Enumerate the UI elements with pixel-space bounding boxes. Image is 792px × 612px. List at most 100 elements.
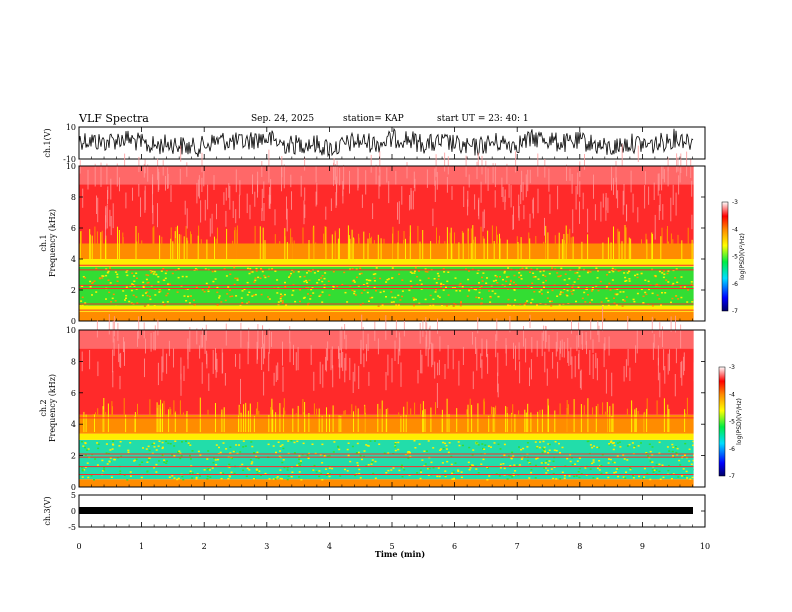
station-label: station= KAP [343, 114, 404, 124]
spectrogram-speckle [674, 446, 677, 448]
spectrogram-speckle [259, 277, 262, 279]
spectrogram-speckle [427, 277, 430, 279]
spectrogram-streak [410, 188, 412, 209]
spectrogram-spike [253, 416, 255, 433]
spectrogram-streak [670, 316, 672, 332]
spectrogram-speckle [158, 460, 160, 462]
spectrogram-speckle [583, 291, 586, 294]
spectrogram-speckle [638, 475, 640, 478]
spectrogram-streak [607, 197, 609, 213]
spectrogram-speckle [552, 477, 555, 480]
spectrogram-speckle [640, 272, 643, 275]
spectrogram-spike [96, 231, 98, 259]
spectrogram-speckle [374, 273, 377, 275]
spectrogram-spike [304, 415, 306, 433]
spectrogram-speckle [667, 464, 670, 467]
spectrogram-speckle [637, 445, 640, 447]
spectrogram-speckle [95, 267, 98, 270]
spectrogram-streak [304, 187, 306, 201]
spectrogram-speckle [590, 290, 593, 292]
spectrogram-speckle [653, 469, 656, 471]
spectrogram-spike [607, 237, 609, 259]
spectrogram-speckle [651, 304, 654, 307]
ch2-spectrogram-ytick-label: 4 [71, 420, 76, 429]
spectrogram-speckle [430, 461, 433, 464]
spectrogram-speckle [372, 273, 375, 276]
spectrogram-speckle [149, 269, 152, 272]
spectrogram-spike [179, 400, 181, 432]
spectrogram-spike [482, 236, 484, 259]
spectrogram-streak [268, 352, 270, 372]
spectrogram-speckle [661, 272, 664, 274]
spectrogram-speckle [428, 467, 431, 470]
spectrogram-streak [97, 197, 99, 223]
spectrogram-speckle [509, 304, 512, 307]
spectrogram-speckle [149, 298, 152, 301]
spectrogram-speckle [416, 276, 419, 278]
spectrogram-speckle [394, 296, 397, 299]
spectrogram-spike [85, 414, 87, 432]
spectrogram-speckle [465, 268, 467, 270]
spectrogram-speckle [274, 478, 277, 480]
spectrogram-streak [574, 355, 576, 378]
spectrogram-speckle [556, 272, 559, 274]
spectrogram-spike [118, 230, 120, 259]
spectrogram-speckle [459, 282, 462, 285]
spectrogram-speckle [127, 449, 130, 452]
spectrogram-speckle [625, 279, 628, 282]
spectrogram-speckle [166, 460, 168, 462]
spectrogram-spike [159, 415, 161, 432]
spectrogram-speckle [153, 446, 156, 448]
spectrogram-speckle [144, 292, 147, 294]
spectrogram-speckle [199, 475, 201, 477]
spectrogram-speckle [503, 454, 506, 456]
x-axis-title: Time (min) [375, 549, 425, 559]
spectrogram-streak [212, 349, 214, 374]
spectrogram-speckle [442, 268, 445, 270]
spectrogram-speckle [545, 460, 548, 462]
spectrogram-speckle [110, 476, 113, 478]
spectrogram-speckle [585, 474, 588, 476]
spectrogram-spike [459, 415, 461, 432]
spectrogram-speckle [636, 273, 639, 276]
spectrogram-speckle [101, 275, 104, 277]
spectrogram-speckle [179, 452, 182, 454]
spectrogram-spike [363, 231, 365, 259]
spectrogram-streak [204, 199, 206, 221]
spectrogram-speckle [571, 457, 573, 459]
spectrogram-spike [543, 241, 545, 259]
spectrogram-speckle [436, 475, 439, 478]
spectrogram-speckle [211, 467, 214, 469]
spectrogram-speckle [81, 296, 84, 299]
spectrogram-streak [680, 362, 682, 378]
spectrogram-spike [186, 413, 188, 433]
spectrogram-spike [149, 399, 151, 432]
spectrogram-spike [454, 232, 455, 259]
spectrogram-speckle [248, 272, 251, 275]
spectrogram-speckle [159, 290, 162, 292]
spectrogram-spike [409, 225, 411, 259]
spectrogram-speckle [607, 462, 610, 464]
spectrogram-spike [100, 232, 102, 259]
spectrogram-speckle [81, 285, 84, 287]
spectrogram-speckle [321, 301, 324, 303]
spectrogram-spike [563, 234, 565, 259]
spectrogram-spike [462, 232, 464, 259]
spectrogram-speckle [536, 445, 539, 448]
spectrogram-streak [388, 181, 390, 204]
spectrogram-streak [144, 358, 145, 378]
spectrogram-speckle [369, 440, 372, 442]
spectrogram-speckle [525, 267, 528, 269]
spectrogram-streak [319, 361, 321, 385]
spectrogram-streak [125, 192, 127, 209]
spectrogram-streak [112, 349, 114, 373]
spectrogram-spike [170, 238, 172, 259]
spectrogram-streak [532, 199, 534, 214]
spectrogram-speckle [122, 290, 125, 292]
spectrogram-speckle [346, 470, 349, 472]
spectrogram-speckle [468, 469, 471, 471]
spectrogram-spike [511, 413, 513, 432]
spectrogram-streak [379, 151, 381, 173]
spectrogram-speckle [292, 271, 295, 273]
ch1-spectrogram-panel [78, 144, 706, 322]
